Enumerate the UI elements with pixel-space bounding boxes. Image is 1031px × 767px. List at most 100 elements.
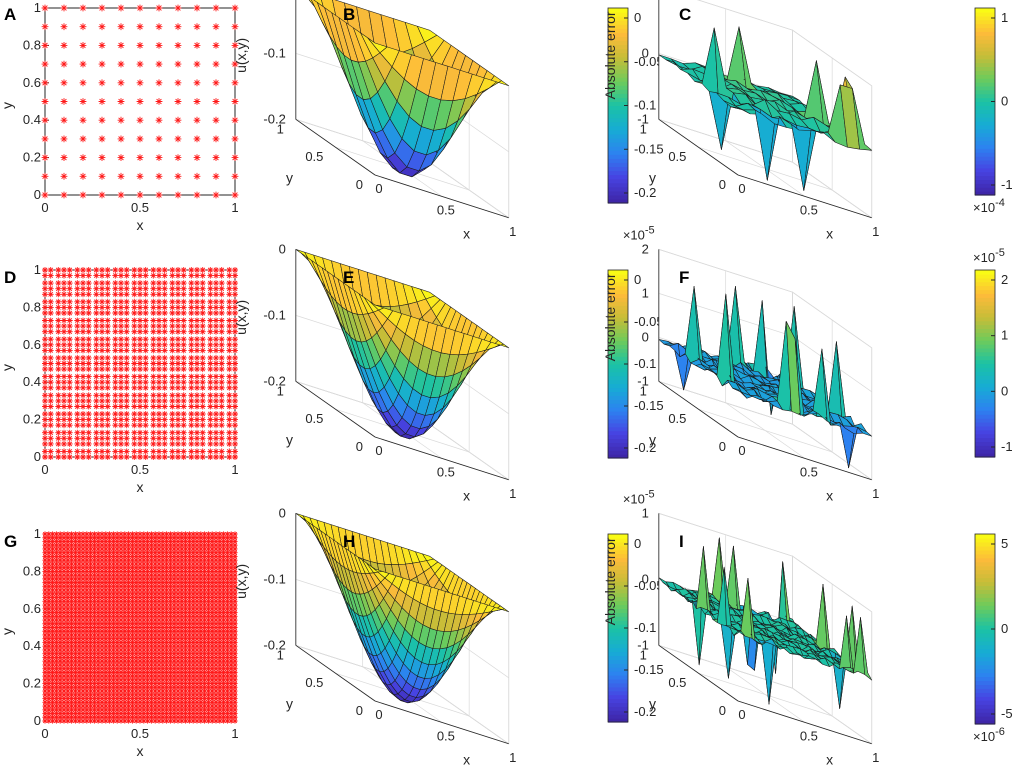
point-marker bbox=[85, 440, 92, 447]
point-marker bbox=[207, 272, 214, 279]
point-marker bbox=[123, 304, 130, 311]
point-marker bbox=[213, 310, 219, 317]
point-marker bbox=[85, 403, 92, 410]
point-marker bbox=[133, 594, 139, 601]
point-marker bbox=[57, 636, 63, 642]
point-marker bbox=[95, 662, 101, 668]
point-marker bbox=[202, 677, 208, 683]
colorbar-segment bbox=[608, 383, 628, 389]
y-tick-label: 0 bbox=[356, 177, 363, 192]
point-marker bbox=[61, 553, 67, 560]
point-marker bbox=[93, 317, 100, 324]
colorbar-segment bbox=[608, 324, 628, 330]
point-marker bbox=[205, 583, 211, 589]
point-marker bbox=[61, 546, 67, 552]
point-marker bbox=[221, 684, 227, 690]
point-marker bbox=[107, 624, 113, 631]
point-marker bbox=[179, 677, 185, 683]
point-marker bbox=[190, 587, 196, 593]
point-marker bbox=[129, 632, 135, 638]
point-marker bbox=[47, 429, 54, 436]
point-marker bbox=[133, 531, 139, 537]
point-marker bbox=[95, 673, 101, 679]
point-marker bbox=[160, 568, 166, 574]
point-marker bbox=[161, 403, 168, 410]
point-marker bbox=[118, 699, 124, 705]
point-marker bbox=[179, 624, 185, 631]
point-marker bbox=[107, 714, 113, 720]
point-marker bbox=[41, 42, 49, 49]
point-marker bbox=[74, 422, 81, 429]
point-marker bbox=[69, 531, 75, 537]
point-marker bbox=[42, 647, 48, 653]
point-marker bbox=[207, 328, 214, 335]
point-marker bbox=[213, 624, 219, 631]
point-marker bbox=[76, 565, 82, 571]
point-marker bbox=[164, 617, 170, 623]
point-marker bbox=[110, 557, 116, 563]
point-marker bbox=[112, 317, 119, 324]
point-marker bbox=[160, 621, 166, 627]
point-marker bbox=[141, 714, 147, 720]
point-marker bbox=[193, 172, 201, 180]
point-marker bbox=[193, 23, 201, 31]
point-marker bbox=[57, 643, 63, 649]
point-marker bbox=[91, 535, 97, 541]
point-marker bbox=[110, 643, 116, 649]
point-marker bbox=[190, 692, 196, 698]
point-marker bbox=[202, 580, 208, 586]
point-marker bbox=[217, 602, 223, 608]
point-marker bbox=[164, 568, 170, 574]
colorbar-segment bbox=[608, 44, 628, 50]
colorbar-segment bbox=[608, 154, 628, 159]
point-marker bbox=[123, 354, 130, 361]
point-marker bbox=[183, 718, 189, 724]
y-axis-line bbox=[658, 119, 739, 176]
point-marker bbox=[186, 538, 192, 545]
point-marker bbox=[103, 673, 109, 679]
colorbar-segment bbox=[975, 120, 995, 126]
point-marker bbox=[167, 669, 173, 675]
point-marker bbox=[103, 707, 109, 713]
point-marker bbox=[72, 565, 78, 571]
point-marker bbox=[118, 636, 124, 642]
point-marker bbox=[66, 347, 73, 354]
point-marker bbox=[129, 621, 135, 627]
point-marker bbox=[133, 710, 139, 717]
point-marker bbox=[122, 542, 128, 548]
point-marker bbox=[80, 602, 86, 608]
point-marker bbox=[88, 565, 94, 571]
point-marker bbox=[228, 587, 234, 593]
colorbar-segment bbox=[608, 8, 628, 13]
point-marker bbox=[66, 403, 73, 410]
point-marker bbox=[161, 323, 168, 330]
point-marker bbox=[53, 580, 59, 586]
point-marker bbox=[133, 639, 139, 646]
point-marker bbox=[205, 718, 211, 724]
point-marker bbox=[53, 553, 59, 560]
point-marker bbox=[167, 576, 173, 582]
point-marker bbox=[190, 684, 196, 690]
point-marker bbox=[190, 542, 196, 548]
point-marker bbox=[202, 576, 208, 582]
point-marker bbox=[84, 565, 90, 571]
point-marker bbox=[169, 360, 176, 367]
point-marker bbox=[183, 572, 189, 578]
point-marker bbox=[164, 561, 170, 567]
point-marker bbox=[84, 602, 90, 608]
point-marker bbox=[42, 310, 48, 317]
point-marker bbox=[194, 609, 200, 616]
point-marker bbox=[183, 550, 189, 556]
point-marker bbox=[180, 360, 187, 367]
point-marker bbox=[156, 410, 162, 417]
point-marker bbox=[107, 628, 113, 634]
colorbar-segment bbox=[975, 336, 995, 341]
point-marker bbox=[118, 403, 124, 410]
point-marker bbox=[199, 317, 206, 324]
point-marker bbox=[152, 651, 158, 657]
point-marker bbox=[194, 557, 200, 563]
point-marker bbox=[137, 435, 143, 442]
point-marker bbox=[69, 707, 75, 713]
point-marker bbox=[142, 267, 149, 273]
point-marker bbox=[122, 639, 128, 646]
